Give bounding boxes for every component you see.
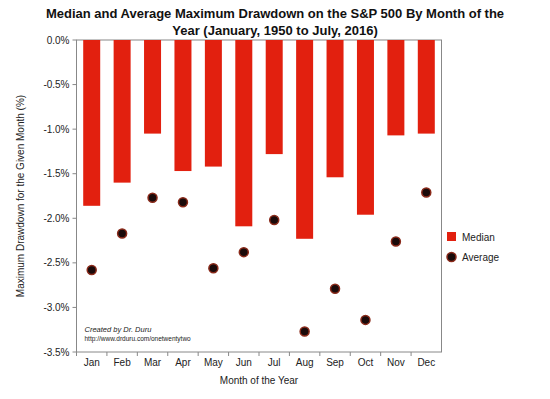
point: [239, 248, 248, 257]
x-tick-label: Nov: [387, 357, 405, 368]
bar: [266, 40, 283, 154]
bar: [114, 40, 131, 183]
x-tick: [167, 352, 168, 356]
bar: [327, 40, 344, 177]
x-tick-label: May: [204, 357, 223, 368]
point: [361, 315, 370, 324]
x-tick: [76, 352, 77, 356]
point: [209, 264, 218, 273]
x-tick: [259, 352, 260, 356]
x-tick-label: Jun: [236, 357, 252, 368]
y-tick-label: 0.0%: [47, 35, 70, 46]
x-tick: [228, 352, 229, 356]
y-tick: [73, 129, 77, 130]
x-tick: [411, 352, 412, 356]
point: [87, 265, 96, 274]
x-tick: [198, 352, 199, 356]
point: [118, 229, 127, 238]
y-tick-label: -0.5%: [43, 79, 69, 90]
y-tick-label: -2.5%: [43, 257, 69, 268]
x-tick: [137, 352, 138, 356]
y-tick: [73, 352, 77, 353]
x-tick: [319, 352, 320, 356]
bar: [205, 40, 222, 167]
legend-label: Median: [462, 232, 495, 243]
annotation: Created by Dr. Duru: [85, 325, 153, 334]
title-line: Median and Average Maximum Drawdown on t…: [46, 6, 504, 21]
x-tick-label: Sep: [326, 357, 344, 368]
annotation: http://www.drduru.com/onetwentytwo: [85, 335, 192, 343]
bar: [83, 40, 100, 206]
point: [178, 198, 187, 207]
x-axis-title: Month of the Year: [220, 375, 299, 386]
point: [300, 327, 309, 336]
point: [331, 284, 340, 293]
x-tick-label: Dec: [417, 357, 435, 368]
y-tick: [73, 84, 77, 85]
y-tick-label: -3.5%: [43, 347, 69, 358]
y-axis-title: Maximum Drawdown for the Given Month (%): [15, 95, 26, 297]
y-tick: [73, 40, 77, 41]
title-group: Median and Average Maximum Drawdown on t…: [46, 6, 504, 38]
x-tick-label: Jul: [268, 357, 281, 368]
y-tick-label: -1.5%: [43, 168, 69, 179]
bar: [418, 40, 435, 134]
bar: [174, 40, 191, 171]
bar: [387, 40, 404, 135]
point: [391, 237, 400, 246]
bar: [144, 40, 161, 134]
x-tick-label: Aug: [296, 357, 314, 368]
y-tick: [73, 218, 77, 219]
title: Median and Average Maximum Drawdown on t…: [46, 6, 504, 38]
x-tick: [350, 352, 351, 356]
bar: [235, 40, 252, 226]
y-tick-label: -3.0%: [43, 302, 69, 313]
x-tick-label: Feb: [114, 357, 132, 368]
x-tick-label: Mar: [144, 357, 162, 368]
chart: Median and Average Maximum Drawdown on t…: [0, 0, 550, 399]
x-tick-label: Jan: [84, 357, 100, 368]
point: [270, 216, 279, 225]
bar: [357, 40, 374, 215]
point: [148, 193, 157, 202]
y-tick: [73, 173, 77, 174]
x-tick: [289, 352, 290, 356]
x-tick: [380, 352, 381, 356]
background: [0, 0, 550, 399]
y-tick: [73, 307, 77, 308]
point: [422, 188, 431, 197]
y-tick: [73, 262, 77, 263]
legend-label: Average: [462, 252, 500, 263]
x-tick-label: Apr: [175, 357, 191, 368]
y-tick-label: -2.0%: [43, 213, 69, 224]
title-line: Year (January, 1950 to July, 2016): [172, 23, 377, 38]
plot-frame: [77, 40, 442, 352]
legend-swatch: [447, 253, 456, 262]
legend-swatch: [447, 232, 456, 241]
bar: [296, 40, 313, 239]
x-tick: [106, 352, 107, 356]
plot-marks: [83, 40, 435, 336]
x-tick-label: Oct: [358, 357, 374, 368]
y-tick-label: -1.0%: [43, 124, 69, 135]
